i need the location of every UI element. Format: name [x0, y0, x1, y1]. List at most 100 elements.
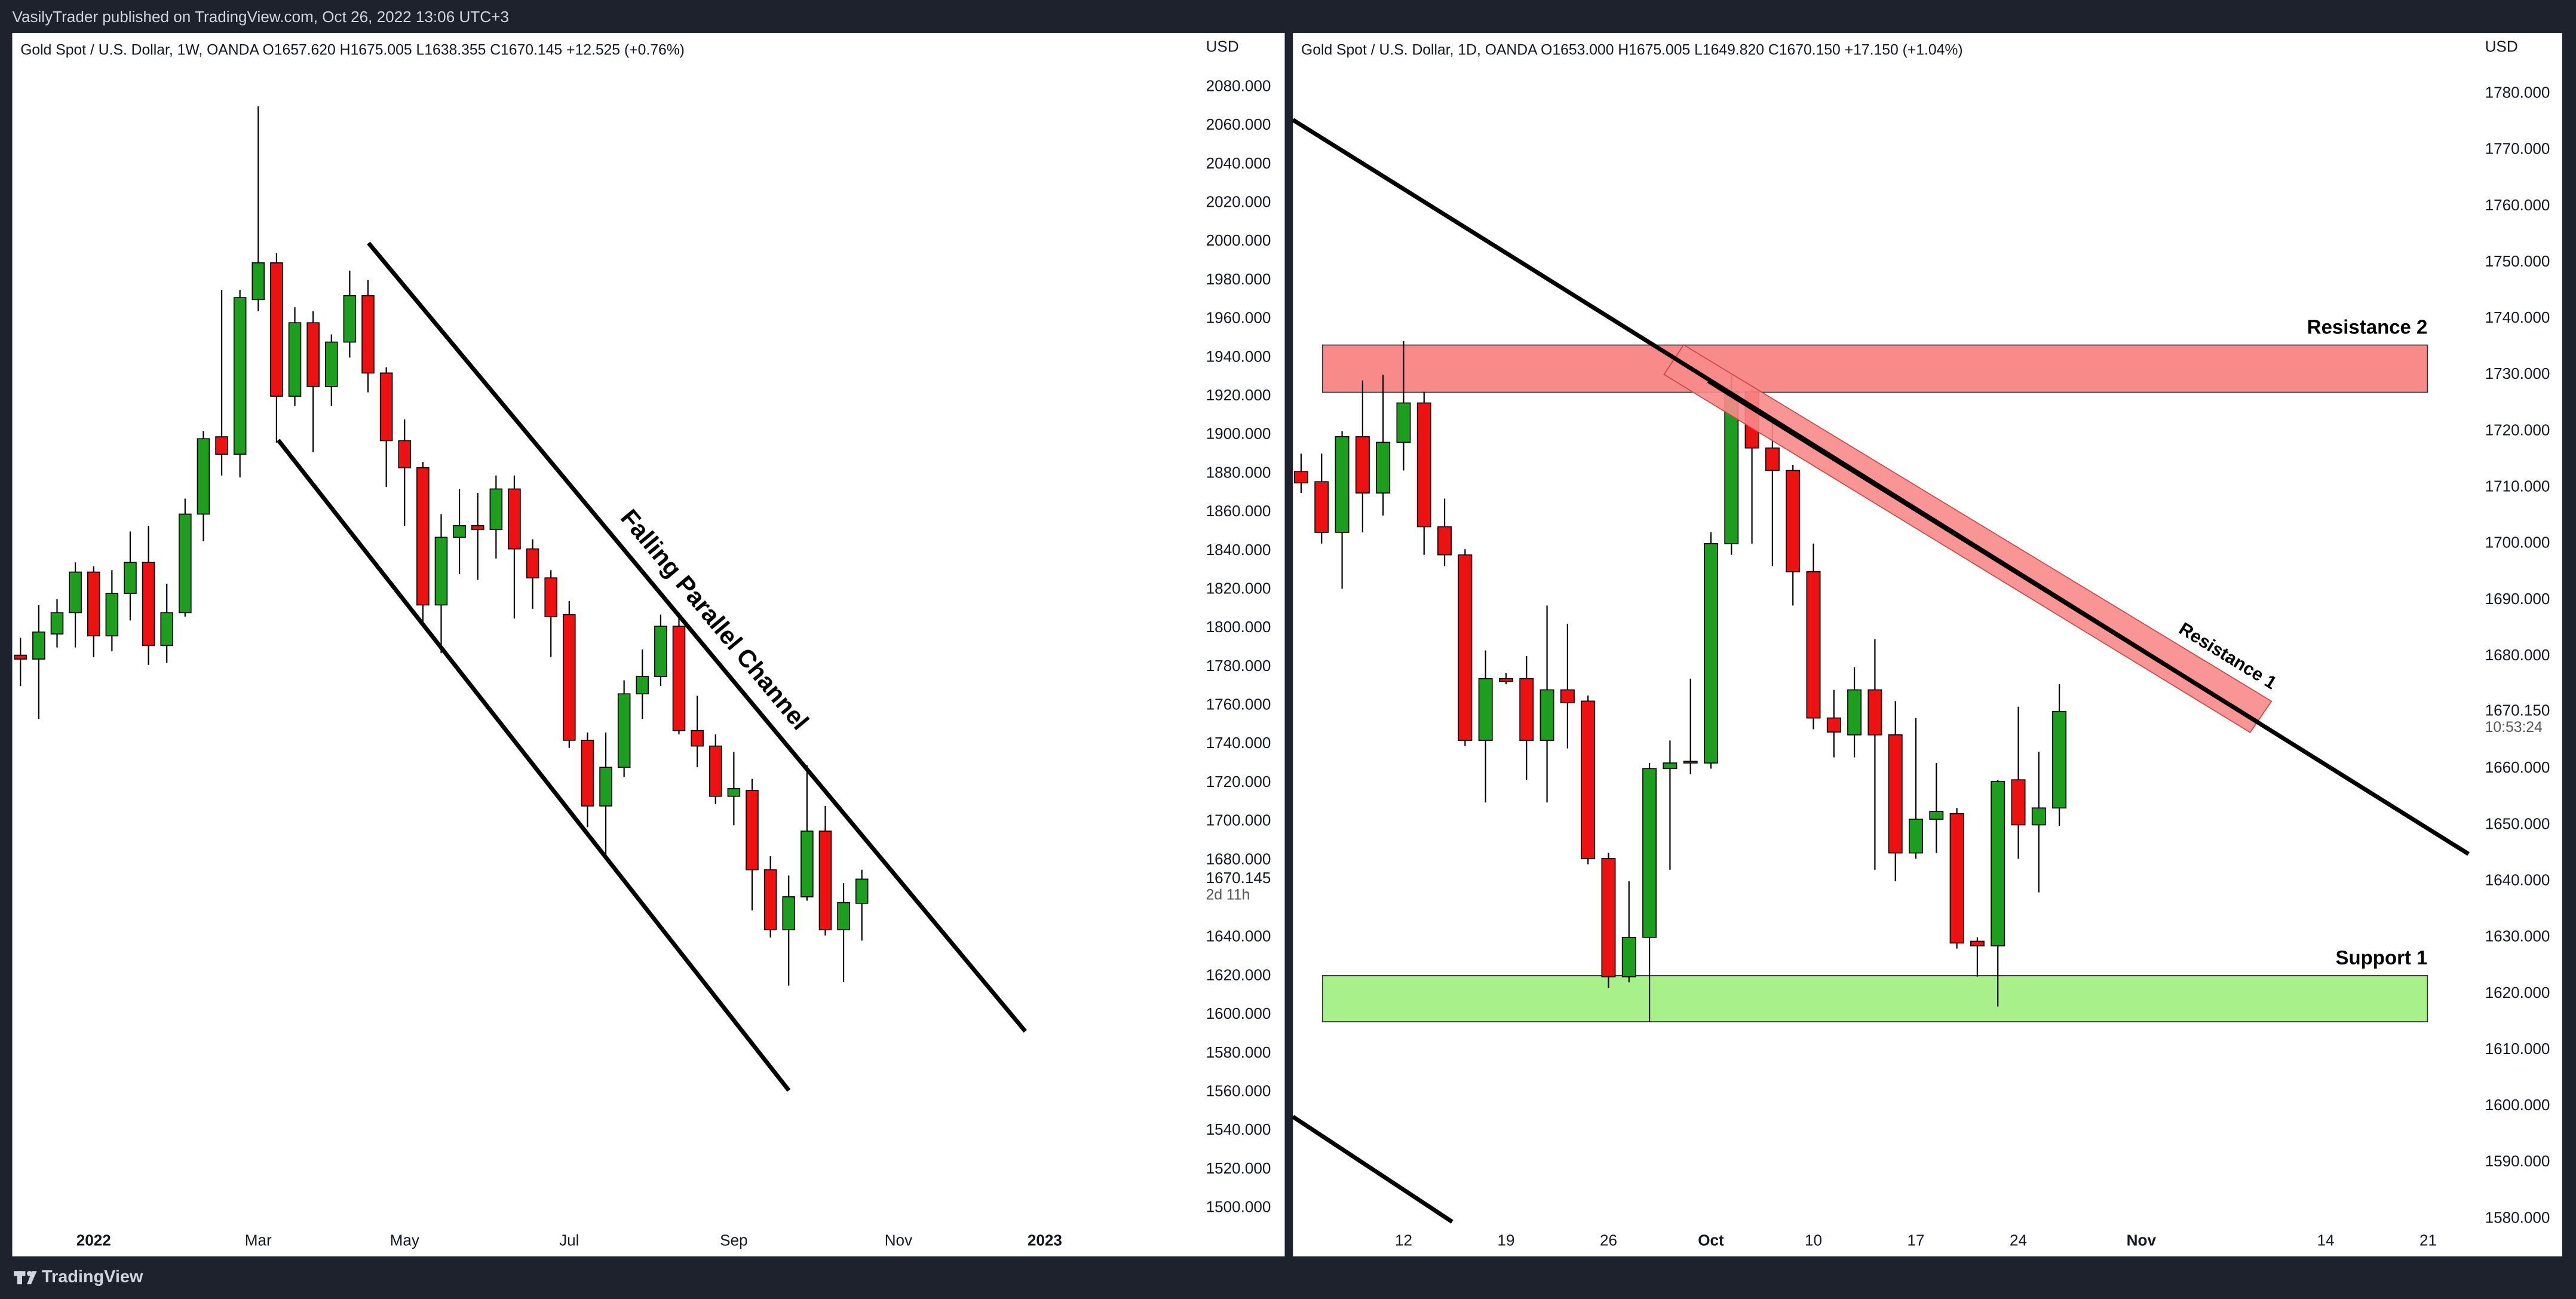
y-tick-label: 1540.000: [1206, 1120, 1271, 1138]
y-tick-label: 1620.000: [2485, 984, 2550, 1001]
candle-body: [324, 341, 338, 387]
y-tick-label: 1610.000: [2485, 1040, 2550, 1058]
candle-body: [1704, 543, 1718, 764]
candle-body: [105, 593, 119, 637]
candle-body: [818, 831, 832, 930]
y-tick-label: 1720.000: [2485, 421, 2550, 439]
candle-body: [160, 612, 173, 647]
weekly-chart: Gold Spot / U.S. Dollar, 1W, OANDA O1657…: [14, 38, 1271, 1249]
candle-body: [1499, 678, 1513, 682]
x-tick-label: Mar: [245, 1231, 272, 1249]
footer-brand: TradingView: [42, 1267, 143, 1286]
y-tick-label: 1650.000: [2485, 814, 2550, 832]
y-tick-label: 1840.000: [1206, 541, 1271, 559]
candle-body: [2052, 710, 2067, 809]
candle-body: [1806, 571, 1821, 719]
candle-body: [1355, 436, 1370, 494]
currency-label: USD: [1206, 38, 1239, 56]
candle-body: [672, 626, 686, 731]
y-tick-label: 1600.000: [2485, 1096, 2550, 1114]
candle-body: [1683, 761, 1698, 764]
candle-body: [1826, 717, 1841, 733]
candle-body: [215, 436, 228, 455]
candle-body: [837, 902, 850, 930]
y-tick-label: 1600.000: [1206, 1004, 1271, 1022]
last-price-label: 1670.150: [2485, 701, 2550, 719]
last-price-label: 1670.145: [1206, 869, 1271, 887]
x-tick-label: 21: [2419, 1231, 2437, 1249]
y-tick-label: 1700.000: [1206, 811, 1271, 829]
candle-body: [763, 869, 777, 930]
y-tick-label: 1740.000: [1206, 734, 1271, 752]
candle-body: [617, 693, 631, 768]
y-tick-label: 1580.000: [1206, 1043, 1271, 1061]
x-tick-label: 26: [1600, 1231, 1617, 1249]
x-tick-label: Nov: [885, 1231, 912, 1249]
candle-body: [50, 612, 64, 635]
candle-body: [544, 577, 557, 617]
candle-body: [1867, 689, 1882, 736]
candle-body: [1376, 442, 1391, 494]
publisher-line: VasilyTrader published on TradingView.co…: [12, 8, 508, 26]
candle-body: [1396, 402, 1411, 443]
candle-body: [855, 878, 869, 904]
y-tick-label: 2080.000: [1206, 76, 1271, 94]
zone: [1321, 975, 2428, 1022]
candle-body: [1847, 689, 1862, 736]
candle-body: [306, 322, 320, 387]
trend-line-lower: [1292, 1114, 1453, 1224]
candle-body: [1293, 471, 1308, 483]
y-tick-label: 1760.000: [1206, 696, 1271, 713]
countdown-label: 2d 11h: [1206, 887, 1250, 903]
y-tick-label: 1640.000: [1206, 927, 1271, 945]
y-tick-label: 2000.000: [1206, 231, 1271, 249]
candle-body: [1991, 781, 2005, 946]
candle-body: [801, 831, 814, 897]
chart-header: Gold Spot / U.S. Dollar, 1D, OANDA O1653…: [1301, 42, 1963, 59]
candle-body: [526, 548, 539, 578]
chart-header: Gold Spot / U.S. Dollar, 1W, OANDA O1657…: [20, 42, 685, 59]
candle-body: [563, 614, 576, 741]
candle-body: [489, 488, 503, 531]
x-tick-label: 24: [2010, 1231, 2027, 1249]
candle-body: [2011, 779, 2026, 826]
y-tick-label: 1500.000: [1206, 1198, 1271, 1216]
y-tick-label: 2040.000: [1206, 154, 1271, 172]
zone-label: Resistance 2: [2307, 316, 2428, 338]
y-tick-label: 1660.000: [2485, 758, 2550, 776]
candle-body: [343, 295, 357, 343]
x-tick-label: 17: [1907, 1231, 1924, 1249]
y-tick-label: 1940.000: [1206, 347, 1271, 365]
x-tick-label: 2023: [1028, 1231, 1062, 1249]
y-tick-label: 1800.000: [1206, 618, 1271, 636]
y-tick-label: 1620.000: [1206, 966, 1271, 984]
candle-body: [69, 571, 82, 614]
candle-body: [1621, 936, 1636, 978]
y-tick-label: 1520.000: [1206, 1159, 1271, 1177]
y-tick-label: 1780.000: [1206, 657, 1271, 675]
candle-body: [1663, 762, 1678, 770]
candle-body: [1437, 526, 1452, 556]
zone-label: Support 1: [2336, 946, 2428, 969]
candle-body: [453, 525, 466, 538]
candle-body: [1949, 813, 1964, 943]
tradingview-logo: [14, 1271, 37, 1285]
candle-body: [1929, 811, 1944, 820]
x-tick-label: Nov: [2127, 1231, 2157, 1249]
y-tick-label: 1720.000: [1206, 773, 1271, 791]
y-tick-label: 1860.000: [1206, 502, 1271, 520]
y-tick-label: 1920.000: [1206, 386, 1271, 404]
right-pane: [1293, 32, 2562, 1257]
candle-body: [1581, 700, 1596, 859]
candle-body: [581, 740, 594, 807]
y-tick-label: 1780.000: [2485, 84, 2550, 102]
candle-body: [233, 297, 247, 455]
candle-body: [471, 525, 484, 531]
candle-body: [197, 438, 210, 515]
candle-body: [636, 676, 649, 695]
currency-label: USD: [2485, 38, 2518, 56]
candle-body: [1765, 447, 1780, 471]
candle-body: [1540, 689, 1554, 742]
candle-body: [508, 488, 521, 550]
